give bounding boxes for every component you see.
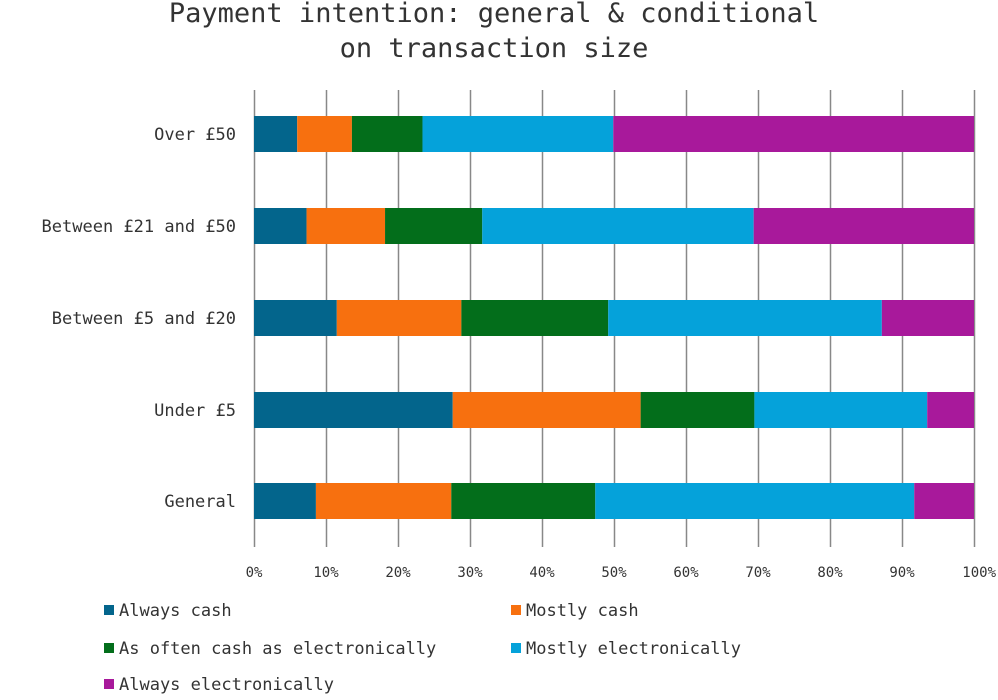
chart-title-line-1: Payment intention: general & conditional [169, 0, 819, 29]
bar-general-always-electronically [914, 483, 974, 519]
bar-over-50-always-electronically [613, 116, 974, 152]
legend-swatch-mostly-electronically [511, 643, 521, 653]
bar-under-5-as-often-cash-as-electronically [640, 392, 755, 428]
bar-between-5-and-20-always-cash [254, 300, 337, 336]
bar-between-21-and-50-mostly-cash [306, 208, 386, 244]
bar-over-50-mostly-cash [297, 116, 352, 152]
legend-swatch-always-electronically [104, 679, 114, 689]
category-labels: Over £50 Between £21 and £50 Between £5 an… [42, 125, 236, 512]
x-tick-labels: 0% 10% 20% 30% 40% 50% 60% 70% 80% 90% 100% [246, 565, 997, 581]
bar-between-21-and-50-as-often-cash-as-electronically [385, 208, 483, 244]
bar-general-mostly-cash [315, 483, 452, 519]
legend-label-mostly-electronically: Mostly electronically [526, 639, 741, 659]
legend-label-as-often-cash-as-electronically: As often cash as electronically [119, 639, 436, 659]
legend: Always cash Mostly cash As often cash as e… [104, 601, 741, 695]
bar-general-mostly-electronically [595, 483, 915, 519]
category-label-under-5: Under £5 [154, 401, 236, 421]
x-tick-label-3: 30% [457, 565, 483, 581]
bar-over-50-mostly-electronically [422, 116, 614, 152]
bar-over-50-always-cash [254, 116, 298, 152]
legend-item-always-cash: Always cash [104, 601, 232, 621]
x-tick-label-10: 100% [962, 565, 996, 581]
category-label-between-5-and-20: Between £5 and £20 [52, 309, 236, 329]
legend-label-always-electronically: Always electronically [119, 675, 334, 695]
x-tick-label-4: 40% [529, 565, 555, 581]
category-label-general: General [164, 492, 236, 512]
chart-title: Payment intention: general & conditional… [169, 0, 819, 64]
legend-item-mostly-electronically: Mostly electronically [511, 639, 741, 659]
bar-between-5-and-20-always-electronically [881, 300, 974, 336]
legend-swatch-as-often-cash-as-electronically [104, 643, 114, 653]
chart-title-line-2: on transaction size [340, 33, 649, 64]
x-tick-label-8: 80% [817, 565, 843, 581]
bar-between-5-and-20-mostly-electronically [608, 300, 882, 336]
legend-item-mostly-cash: Mostly cash [511, 601, 639, 621]
legend-label-always-cash: Always cash [119, 601, 232, 621]
legend-item-always-electronically: Always electronically [104, 675, 334, 695]
x-tick-label-0: 0% [246, 565, 263, 581]
bar-between-5-and-20-as-often-cash-as-electronically [461, 300, 609, 336]
bar-under-5-always-electronically [927, 392, 974, 428]
bars [254, 116, 974, 519]
x-tick-label-7: 70% [745, 565, 771, 581]
bar-between-21-and-50-mostly-electronically [482, 208, 754, 244]
bar-general-as-often-cash-as-electronically [451, 483, 596, 519]
x-tick-label-5: 50% [601, 565, 627, 581]
bar-under-5-mostly-electronically [754, 392, 928, 428]
bar-general-always-cash [254, 483, 316, 519]
legend-swatch-mostly-cash [511, 605, 521, 615]
bar-between-5-and-20-mostly-cash [336, 300, 462, 336]
bar-between-21-and-50-always-electronically [753, 208, 974, 244]
x-tick-label-6: 60% [673, 565, 699, 581]
x-tick-label-1: 10% [313, 565, 339, 581]
legend-item-as-often-cash-as-electronically: As often cash as electronically [104, 639, 436, 659]
legend-swatch-always-cash [104, 605, 114, 615]
category-label-over-50: Over £50 [154, 125, 236, 145]
x-tick-label-9: 90% [889, 565, 915, 581]
legend-label-mostly-cash: Mostly cash [526, 601, 639, 621]
bar-under-5-mostly-cash [452, 392, 641, 428]
bar-under-5-always-cash [254, 392, 453, 428]
bar-between-21-and-50-always-cash [254, 208, 307, 244]
category-label-between-21-and-50: Between £21 and £50 [42, 217, 236, 237]
x-tick-label-2: 20% [385, 565, 411, 581]
bar-over-50-as-often-cash-as-electronically [351, 116, 423, 152]
